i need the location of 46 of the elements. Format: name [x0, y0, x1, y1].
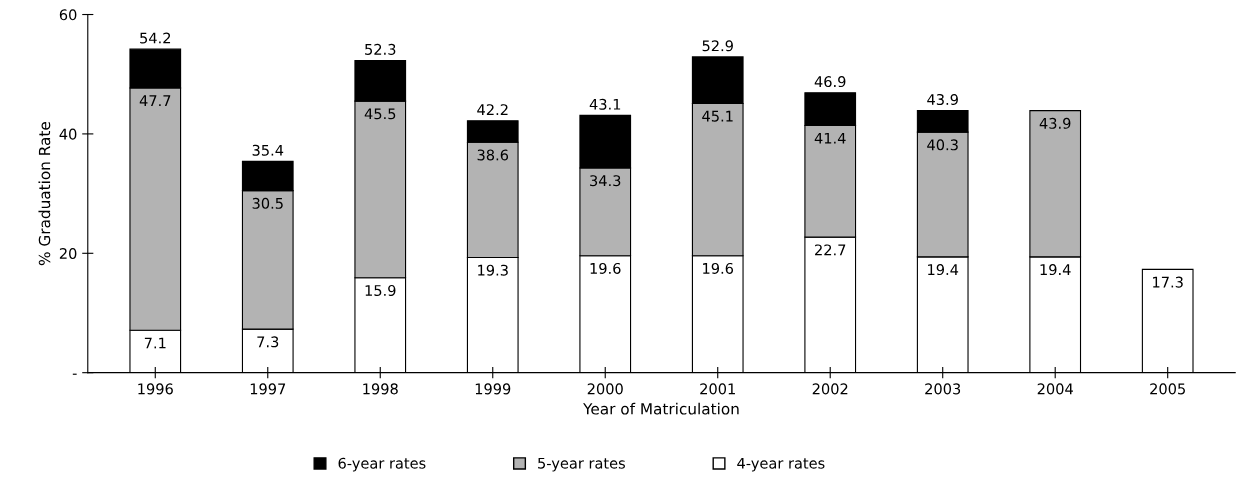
x-tick-label: 1999: [475, 383, 511, 395]
annotation: 52.3: [365, 43, 396, 55]
annotation: 42.2: [477, 104, 508, 115]
annotation: 47.7: [139, 95, 171, 106]
y-tick-label: -: [72, 373, 77, 375]
annotation: 43.9: [927, 93, 958, 106]
annotation: 19.3: [478, 264, 508, 276]
x-tick-label: 2000: [587, 383, 623, 395]
annotation: 7.3: [257, 336, 279, 348]
x-tick-label: 2001: [700, 383, 735, 395]
annotation: 35.4: [252, 144, 284, 156]
annotation: 41.4: [814, 132, 846, 144]
y-tick-label: 60: [59, 9, 77, 21]
annotation: 30.5: [252, 197, 283, 209]
x-tick-label: 2005: [1150, 383, 1185, 395]
annotation: 38.6: [477, 149, 509, 161]
annotation: 46.9: [814, 76, 846, 88]
annotation: 45.1: [702, 110, 733, 122]
annotation: 54.2: [140, 32, 171, 44]
legend-label: 4-year rates: [737, 457, 825, 472]
annotation: 15.9: [365, 284, 396, 296]
x-tick-label: 2004: [1037, 383, 1073, 395]
annotation: 43.1: [589, 98, 621, 110]
annotation: 19.6: [703, 262, 734, 274]
y-tick-label: 20: [59, 248, 77, 260]
annotation: 52.9: [702, 40, 733, 52]
x-tick-label: 2003: [925, 383, 961, 395]
annotation: 17.3: [1153, 276, 1183, 288]
y-axis-title: % Graduation Rate: [38, 122, 51, 266]
annotation: 19.4: [1040, 264, 1071, 276]
x-tick-label: 2002: [812, 383, 848, 395]
annotation: 22.7: [815, 244, 846, 256]
x-tick-label: 1998: [363, 383, 398, 395]
annotation: 34.3: [590, 175, 621, 187]
annotation: 7.1: [144, 337, 166, 349]
annotation: 19.4: [928, 264, 959, 276]
y-tick-label: 40: [59, 128, 77, 140]
x-tick-label: 1996: [138, 383, 173, 395]
legend-label: 5-year rates: [538, 457, 625, 472]
annotation: 43.9: [1039, 117, 1071, 129]
annotation: 19.6: [590, 262, 621, 274]
legend-label: 6-year rates: [338, 457, 426, 472]
annotation: 45.5: [364, 108, 396, 120]
x-axis-title: Year of Matriculation: [583, 402, 739, 415]
annotation: 40.3: [927, 139, 958, 151]
x-tick-label: 1997: [250, 383, 286, 395]
